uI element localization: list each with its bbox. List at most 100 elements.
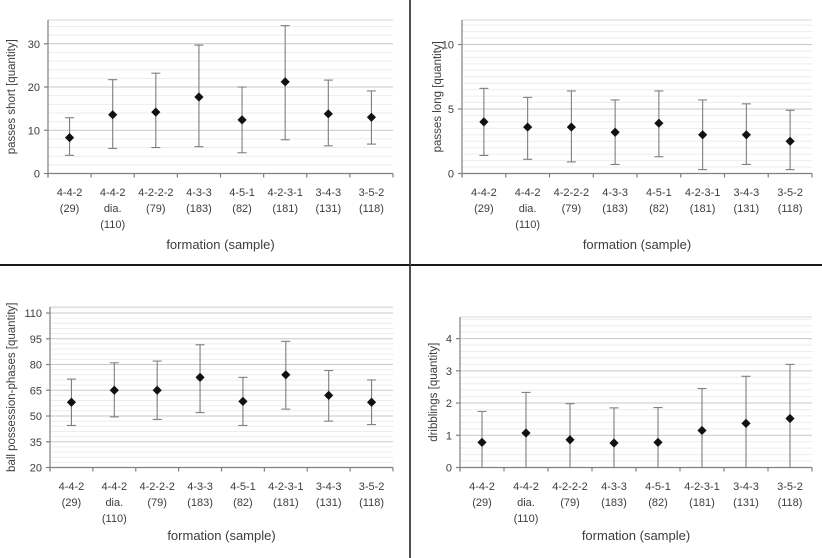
category-label: (82) <box>232 203 252 215</box>
category-label: (183) <box>602 203 628 215</box>
chart-svg-passes-long: 05104-4-2(29)4-4-2dia.(110)4-2-2-2(79)4-… <box>432 19 813 252</box>
category-label: (29) <box>62 497 82 509</box>
data-point-marker <box>152 385 162 395</box>
chart-dribblings: 0 1 2 3 4 4-4-2 (29) 4-4-2 dia. (110) 4-2-2-2 (79) 4… <box>411 266 822 558</box>
y-tick-label: 10 <box>28 125 40 137</box>
x-tick-marks <box>461 173 813 178</box>
category-label: (181) <box>690 203 716 215</box>
category-label: (29) <box>60 203 80 215</box>
minor-gridlines <box>462 24 812 168</box>
y-tick-labels: 20 35 50 65 80 95 110 <box>24 308 50 475</box>
category-label: (131) <box>733 497 759 509</box>
y-tick-label: 0 <box>448 169 454 181</box>
x-tick-marks <box>47 173 394 178</box>
category-label: (131) <box>316 497 342 509</box>
data-markers <box>477 413 795 448</box>
chart-svg-dribblings: 012344-4-2(29)4-4-2dia.(110)4-2-2-2(79)4… <box>428 316 813 543</box>
category-label: 4-3-3 <box>187 481 213 493</box>
y-tick-label: 0 <box>34 169 40 181</box>
y-tick-label: 20 <box>30 463 42 475</box>
data-point-marker <box>109 385 119 395</box>
category-label: (82) <box>649 203 669 215</box>
category-label: 3-5-2 <box>359 481 385 493</box>
category-label: 4-4-2 <box>100 187 126 199</box>
category-label: 3-4-3 <box>734 187 760 199</box>
category-label: (82) <box>233 497 253 509</box>
category-label: (131) <box>734 203 760 215</box>
category-label: (79) <box>147 497 167 509</box>
x-axis-title: formation (sample) <box>582 528 690 543</box>
data-markers <box>66 370 377 407</box>
category-label: dia. <box>519 203 537 215</box>
category-labels: 4-4-2 (29) 4-4-2 dia. (110) 4-2-2-2 (79) 4-3-3 (… <box>471 187 803 231</box>
y-tick-label: 110 <box>24 308 42 320</box>
y-axis-title: passes short [quantity] <box>6 39 18 154</box>
x-axis-title: formation (sample) <box>167 528 275 543</box>
category-label: 4-5-1 <box>645 481 671 493</box>
category-label: (131) <box>315 203 341 215</box>
data-point-marker <box>653 437 663 447</box>
category-label: 4-2-3-1 <box>267 187 302 199</box>
category-label: 4-2-2-2 <box>139 481 174 493</box>
category-label: (118) <box>778 497 803 509</box>
data-point-marker <box>521 428 531 438</box>
y-tick-label: 35 <box>30 437 42 449</box>
data-point-marker <box>479 117 489 127</box>
data-point-marker <box>151 107 161 117</box>
chart-passes-short: 0 10 20 30 4-4-2 (29) 4-4-2 dia. (110) 4-2-2-2 (79… <box>0 0 411 266</box>
y-axis-title: passes long [quantity] <box>432 41 444 152</box>
category-label: (110) <box>514 513 539 525</box>
data-point-marker <box>523 122 533 132</box>
category-label: (181) <box>273 497 299 509</box>
data-point-marker <box>698 130 708 140</box>
data-point-marker <box>66 397 77 407</box>
y-tick-label: 0 <box>446 463 452 475</box>
category-label: 4-4-2 <box>57 187 83 199</box>
y-tick-labels: 0 1 2 3 4 <box>446 334 460 475</box>
category-label: (29) <box>474 203 494 215</box>
category-label: 4-2-2-2 <box>138 187 173 199</box>
category-label: (181) <box>272 203 298 215</box>
y-tick-label: 10 <box>442 40 454 52</box>
category-label: (79) <box>560 497 580 509</box>
data-point-marker <box>324 390 334 401</box>
data-point-marker <box>697 425 707 436</box>
data-point-marker <box>366 112 377 122</box>
data-point-marker <box>281 370 291 380</box>
y-axis-title: dribblings [quantity] <box>428 343 440 442</box>
y-tick-label: 95 <box>30 334 42 346</box>
y-tick-label: 2 <box>446 398 452 410</box>
y-tick-label: 20 <box>28 82 40 94</box>
category-label: (118) <box>778 203 803 215</box>
data-point-marker <box>741 418 751 428</box>
category-label: (110) <box>515 219 540 231</box>
category-label: (79) <box>562 203 582 215</box>
data-point-marker <box>280 77 290 87</box>
category-label: (181) <box>689 497 715 509</box>
category-label: (29) <box>472 497 492 509</box>
category-label: 3-5-2 <box>359 187 385 199</box>
category-label: 4-3-3 <box>601 481 627 493</box>
category-label: (110) <box>102 513 127 525</box>
y-tick-label: 5 <box>448 104 454 116</box>
chart-svg-passes-short: 0 10 20 30 4-4-2 (29) 4-4-2 dia. (110) 4-2-2-2 (79… <box>6 19 394 252</box>
category-label: 4-5-1 <box>230 481 256 493</box>
chart-svg-ball-possession-phases: 2035506580951104-4-2(29)4-4-2dia.(110)4-… <box>6 303 394 543</box>
major-gridlines <box>460 338 812 436</box>
data-point-marker <box>477 437 487 447</box>
data-point-marker <box>741 130 751 140</box>
category-label: dia. <box>104 203 122 215</box>
y-tick-label: 3 <box>446 366 452 378</box>
category-label: 4-4-2 <box>59 481 85 493</box>
data-point-marker <box>565 435 575 445</box>
category-label: (183) <box>186 203 212 215</box>
minor-gridlines <box>48 25 393 166</box>
data-markers <box>479 117 795 146</box>
category-labels: 4-4-2 (29) 4-4-2 dia. (110) 4-2-2-2 (79) 4-3-3 (… <box>57 187 385 231</box>
minor-gridlines <box>50 307 393 463</box>
category-label: (118) <box>359 497 384 509</box>
x-tick-marks <box>459 467 813 472</box>
category-label: dia. <box>517 497 535 509</box>
category-label: (183) <box>601 497 627 509</box>
